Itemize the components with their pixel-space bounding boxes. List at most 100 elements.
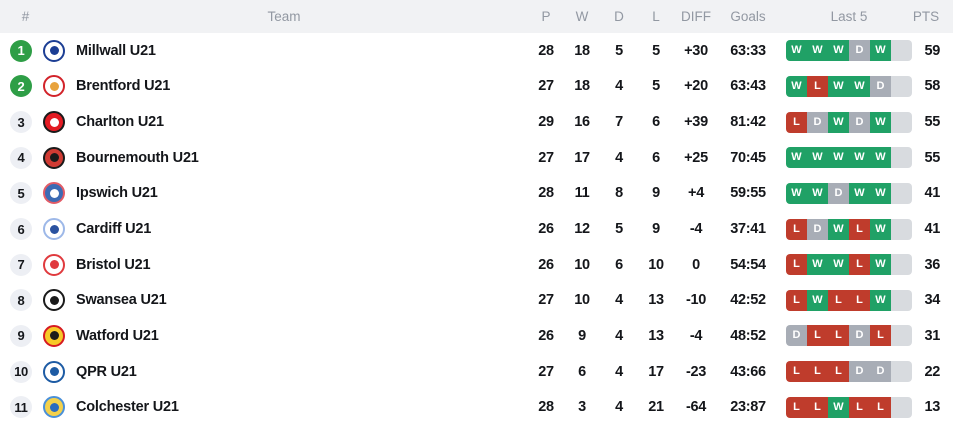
team-name[interactable]: Millwall U21 [76,42,156,59]
last5-win-chip: W [849,182,870,204]
cell-l: 5 [652,78,660,95]
team-name[interactable]: Bournemouth U21 [76,149,199,166]
last5-loss-chip: L [786,396,807,418]
team-name[interactable]: Cardiff U21 [76,221,152,238]
last5-loss-chip: L [828,289,849,311]
last5-upcoming-chip [891,75,912,97]
last5-win-chip: W [828,218,849,240]
cell-d: 4 [615,327,623,344]
cell-diff: -4 [689,221,703,238]
header-rank: # [21,9,30,24]
last5-win-chip: W [870,147,891,169]
last5-win-chip: W [828,147,849,169]
team-name[interactable]: Ipswich U21 [76,185,158,202]
cell-l: 13 [648,327,664,344]
cell-d: 5 [615,42,623,59]
team-crest-core [49,81,59,91]
rank-badge: 1 [10,39,32,62]
cell-goals: 42:52 [730,292,766,309]
team-logo-cell [40,396,68,419]
cell-d: 4 [615,149,623,166]
last5-win-chip: W [870,40,891,62]
cell-w: 12 [574,221,590,238]
cell-p: 28 [538,399,554,416]
team-crest-icon [43,360,65,383]
cell-d: 4 [615,363,623,380]
team-name[interactable]: Swansea U21 [76,292,167,309]
team-name[interactable]: Brentford U21 [76,78,171,95]
rank-cell: 1 [0,39,40,62]
last5-win-chip: W [828,40,849,62]
last5-loss-chip: L [786,218,807,240]
cell-d: 7 [615,114,623,131]
last5-draw-chip: D [807,218,828,240]
last5-win-chip: W [849,75,870,97]
last5-win-chip: W [849,147,870,169]
last5-upcoming-chip [891,325,912,347]
last5-win-chip: W [786,75,807,97]
cell-p: 28 [538,42,554,59]
last5-loss-chip: L [786,111,807,133]
cell-w: 9 [578,327,586,344]
last5-win-chip: W [870,111,891,133]
cell-p: 27 [538,292,554,309]
team-logo-cell [40,360,68,383]
last5-loss-chip: L [807,361,828,383]
team-crest-core [49,402,59,412]
cell-pts: 31 [924,327,940,344]
cell-p: 26 [538,256,554,273]
cell-w: 16 [574,114,590,131]
team-name[interactable]: Bristol U21 [76,256,151,273]
team-crest-icon [43,396,65,419]
team-logo-cell [40,253,68,276]
cell-goals: 37:41 [730,221,766,238]
last5-loss-chip: L [870,396,891,418]
team-name[interactable]: Colchester U21 [76,399,179,416]
last5-draw-chip: D [786,325,807,347]
team-crest-icon [43,182,65,205]
rank-cell: 11 [0,396,40,419]
cell-p: 27 [538,78,554,95]
team-name[interactable]: Watford U21 [76,327,159,344]
team-name[interactable]: Charlton U21 [76,114,164,131]
cell-w: 17 [574,149,590,166]
rank-cell: 8 [0,289,40,312]
cell-diff: +30 [684,42,708,59]
team-name[interactable]: QPR U21 [76,363,137,380]
header-team: Team [267,9,301,24]
cell-diff: -23 [685,363,707,380]
cell-l: 6 [652,114,660,131]
last5-win-chip: W [807,40,828,62]
last5-draw-chip: D [849,361,870,383]
cell-d: 4 [615,399,623,416]
last5-loss-chip: L [807,396,828,418]
cell-diff: +4 [688,185,704,202]
last5-loss-chip: L [807,75,828,97]
team-logo-cell [40,111,68,134]
rank-badge: 9 [10,324,32,347]
last5-draw-chip: D [828,182,849,204]
